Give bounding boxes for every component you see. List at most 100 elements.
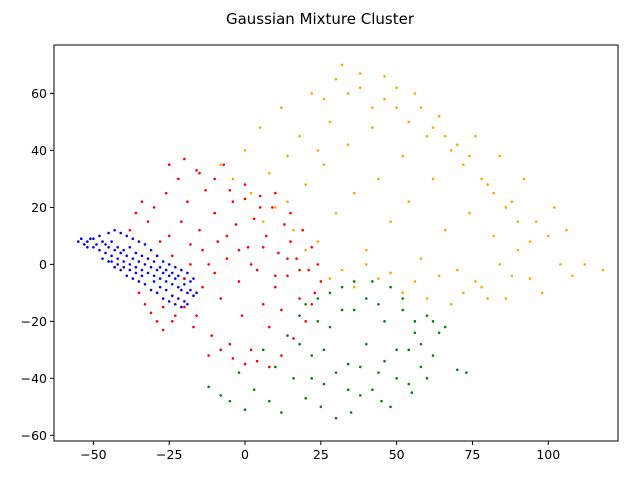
scatter-point bbox=[195, 291, 198, 295]
scatter-point bbox=[261, 348, 265, 352]
scatter-point bbox=[352, 280, 356, 283]
scatter-point bbox=[158, 265, 162, 269]
scatter-point bbox=[95, 243, 98, 246]
scatter-point bbox=[228, 188, 232, 192]
scatter-point bbox=[304, 320, 307, 323]
scatter-point bbox=[522, 177, 526, 181]
scatter-point bbox=[170, 320, 174, 323]
scatter-point bbox=[346, 362, 350, 366]
scatter-point bbox=[79, 237, 83, 241]
scatter-point bbox=[474, 280, 477, 283]
scatter-point bbox=[140, 274, 144, 278]
scatter-point bbox=[180, 220, 183, 223]
scatter-point bbox=[510, 200, 514, 203]
scatter-point bbox=[301, 228, 304, 232]
scatter-point bbox=[195, 169, 198, 172]
scatter-point bbox=[110, 254, 113, 258]
scatter-point bbox=[252, 217, 256, 221]
x-tick-label: −50 bbox=[80, 447, 106, 462]
scatter-point bbox=[352, 285, 356, 289]
scatter-point bbox=[449, 149, 453, 152]
scatter-point bbox=[307, 268, 311, 272]
scatter-point bbox=[504, 297, 508, 300]
scatter-point bbox=[149, 288, 153, 292]
scatter-point bbox=[192, 294, 195, 298]
scatter-point bbox=[286, 274, 289, 278]
scatter-point bbox=[289, 211, 292, 215]
scatter-point bbox=[180, 268, 183, 272]
scatter-point bbox=[334, 371, 338, 374]
scatter-point bbox=[261, 245, 265, 249]
scatter-point bbox=[328, 277, 332, 280]
scatter-point bbox=[183, 300, 186, 303]
scatter-point bbox=[383, 97, 386, 101]
scatter-point bbox=[365, 248, 368, 252]
x-tick-label: 75 bbox=[464, 447, 480, 462]
scatter-point bbox=[516, 220, 520, 223]
scatter-point bbox=[207, 263, 210, 266]
scatter-point bbox=[131, 237, 135, 241]
scatter-point bbox=[167, 263, 171, 266]
scatter-point bbox=[113, 228, 116, 232]
scatter-point bbox=[298, 314, 301, 317]
scatter-point bbox=[486, 297, 489, 300]
scatter-point bbox=[316, 263, 320, 266]
scatter-point bbox=[377, 371, 380, 374]
scatter-point bbox=[173, 277, 177, 280]
scatter-point bbox=[219, 297, 223, 300]
x-tick-label: 25 bbox=[313, 447, 329, 462]
scatter-point bbox=[98, 234, 101, 238]
scatter-point bbox=[192, 277, 195, 280]
scatter-point bbox=[131, 277, 135, 280]
scatter-point bbox=[186, 291, 189, 295]
scatter-point bbox=[346, 92, 350, 95]
scatter-point bbox=[419, 257, 423, 260]
scatter-point bbox=[104, 243, 107, 246]
scatter-point bbox=[316, 297, 320, 300]
scatter-point bbox=[113, 265, 116, 269]
scatter-point bbox=[277, 251, 280, 255]
scatter-point bbox=[134, 271, 138, 275]
scatter-point bbox=[410, 391, 414, 394]
scatter-point bbox=[401, 154, 405, 158]
scatter-point bbox=[407, 200, 411, 203]
scatter-point bbox=[274, 285, 277, 289]
scatter-point bbox=[219, 394, 223, 397]
scatter-point bbox=[286, 334, 289, 337]
scatter-point bbox=[474, 134, 477, 138]
scatter-point bbox=[201, 285, 204, 289]
scatter-point bbox=[395, 106, 398, 109]
scatter-point bbox=[240, 314, 244, 317]
scatter-point bbox=[189, 263, 192, 266]
scatter-point bbox=[183, 305, 186, 309]
scatter-point bbox=[389, 220, 392, 223]
scatter-point bbox=[143, 243, 147, 246]
scatter-point bbox=[137, 291, 141, 295]
scatter-point bbox=[140, 268, 144, 272]
scatter-point bbox=[131, 257, 135, 260]
scatter-point bbox=[249, 263, 253, 266]
scatter-point bbox=[122, 248, 126, 252]
scatter-point bbox=[264, 234, 268, 238]
scatter-point bbox=[346, 143, 350, 147]
scatter-point bbox=[113, 248, 116, 252]
scatter-point bbox=[249, 191, 253, 195]
scatter-point bbox=[286, 200, 289, 203]
scatter-point bbox=[222, 163, 226, 166]
scatter-point bbox=[210, 334, 213, 337]
scatter-point bbox=[534, 220, 538, 223]
scatter-point bbox=[134, 265, 138, 269]
scatter-point bbox=[431, 126, 435, 129]
scatter-point bbox=[219, 163, 223, 166]
series-cluster-blue bbox=[76, 228, 198, 309]
scatter-point bbox=[334, 416, 338, 420]
scatter-point bbox=[155, 268, 159, 272]
scatter-point bbox=[149, 265, 153, 269]
scatter-point bbox=[462, 163, 465, 166]
scatter-point bbox=[340, 268, 344, 272]
scatter-point bbox=[480, 285, 483, 289]
scatter-point bbox=[255, 268, 259, 272]
scatter-point bbox=[328, 325, 332, 329]
scatter-point bbox=[155, 254, 159, 258]
